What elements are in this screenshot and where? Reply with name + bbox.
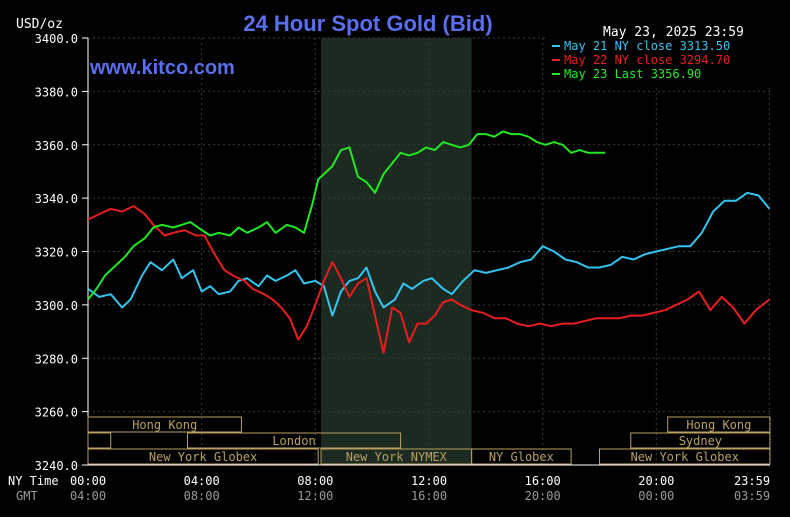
session-box (87, 448, 319, 465)
y-axis-ticks: 3400.0 3380.0 3360.0 3340.0 3320.0 3300.0 3280… (35, 32, 88, 473)
session-label: New York NYMEX (346, 450, 448, 464)
x-tick-label-ny: 08:00 (297, 474, 333, 488)
session-label: New York Globex (149, 450, 257, 464)
y-tick-label: 3320.0 (35, 246, 78, 260)
session-box (667, 416, 771, 433)
x-tick-label-ny: 12:00 (411, 474, 447, 488)
x-row2-label: GMT (16, 489, 38, 503)
session-box (186, 432, 402, 449)
x-tick-label-gmt: 20:00 (525, 489, 561, 503)
y-tick-label: 3300.0 (35, 299, 78, 313)
x-tick-label-ny: 20:00 (638, 474, 674, 488)
x-row1-label: NY Time (8, 474, 59, 488)
series-line (87, 191, 771, 317)
price-series (87, 130, 771, 354)
x-tick-label-ny: 00:00 (70, 474, 106, 488)
session-box (87, 416, 242, 433)
session-label: Sydney (679, 434, 722, 448)
session-label: London (272, 434, 315, 448)
legend-box (548, 36, 770, 88)
series-line (87, 130, 606, 301)
x-tick-label-gmt: 12:00 (297, 489, 333, 503)
site-label: www.kitco.com (89, 57, 235, 79)
session-label: Hong Kong (686, 418, 751, 432)
nymex-band (321, 38, 472, 465)
x-tick-label-gmt: 16:00 (411, 489, 447, 503)
trading-sessions: Hong Kong Hong Kong London Sydney New York G… (87, 416, 771, 465)
y-tick-label: 3340.0 (35, 192, 78, 206)
session-label: Hong Kong (132, 418, 197, 432)
x-tick-label-gmt: 00:00 (638, 489, 674, 503)
x-tick-label-ny: 04:00 (184, 474, 220, 488)
session-box (87, 432, 112, 449)
y-tick-label: 3360.0 (35, 139, 78, 153)
y-tick-label: 3400.0 (35, 32, 78, 46)
y-tick-label: 3280.0 (35, 352, 78, 366)
session-box (471, 448, 572, 465)
y-tick-label: 3380.0 (35, 85, 78, 99)
x-tick-label-ny: 16:00 (525, 474, 561, 488)
unit-label: USD/oz (16, 17, 63, 32)
session-box (599, 448, 771, 465)
chart-title: 24 Hour Spot Gold (Bid) (243, 11, 492, 36)
session-label: New York Globex (631, 450, 739, 464)
x-tick-label-gmt: 08:00 (184, 489, 220, 503)
series-line (87, 205, 771, 354)
date-stamp: May 23, 2025 23:59 (603, 25, 744, 40)
session-box (630, 432, 771, 449)
x-tick-label-gmt: 04:00 (70, 489, 106, 503)
nymex-shaded-region (321, 38, 472, 465)
x-tick-label-ny: 23:59 (734, 474, 770, 488)
session-label: NY Globex (489, 450, 554, 464)
grid-lines (87, 37, 770, 466)
x-tick-label-gmt: 03:59 (734, 489, 770, 503)
legend-entry: May 21 NY close 3313.50 (564, 39, 730, 53)
y-tick-label: 3240.0 (35, 459, 78, 473)
y-tick-label: 3260.0 (35, 406, 78, 420)
legend-entry: May 23 Last 3356.90 (564, 67, 701, 81)
x-axis-ticks: 00:0004:0004:0008:0008:0012:0012:0016:00… (70, 474, 770, 503)
legend-entry: May 22 NY close 3294.70 (564, 53, 730, 67)
